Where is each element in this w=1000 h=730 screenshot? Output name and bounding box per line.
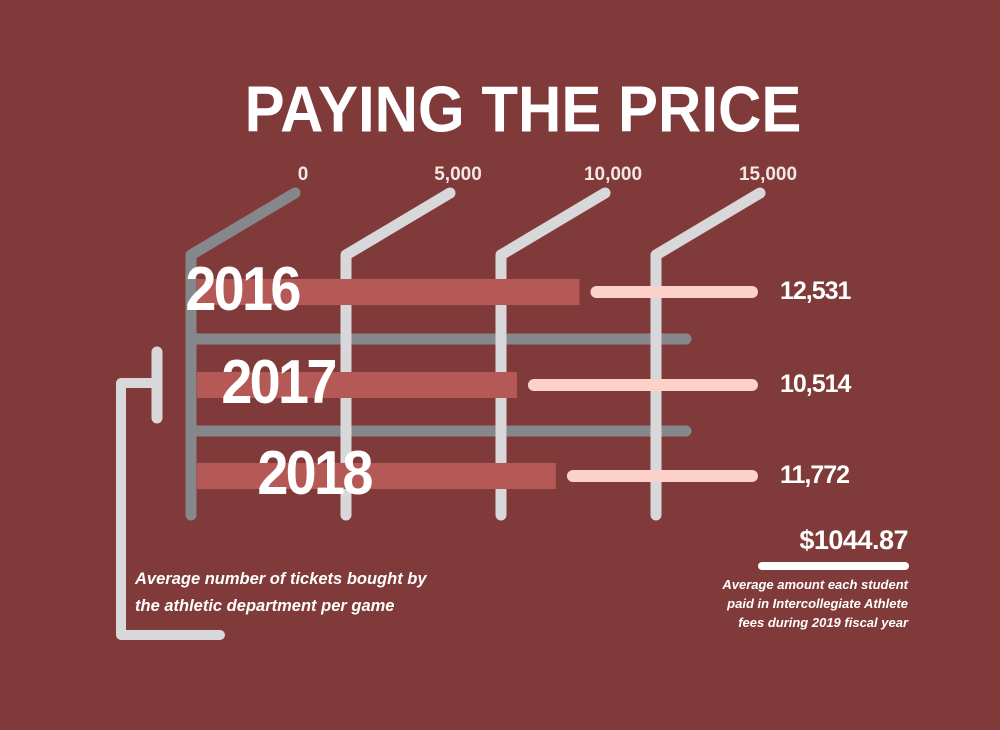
bracket-line (116, 378, 225, 640)
fee-caption-line-3: fees during 2019 fiscal year (738, 615, 908, 630)
chart-caption: Average number of tickets bought by the … (135, 566, 465, 620)
chart-caption-line-2: the athletic department per game (135, 597, 395, 615)
gridline (650, 187, 766, 521)
y-axis-line (185, 187, 301, 521)
fee-amount: $1044.87 (799, 525, 908, 555)
value-label: 12,531 (780, 277, 851, 305)
year-label: 2018 (257, 439, 373, 508)
gridline (340, 187, 456, 521)
year-label: 2016 (185, 255, 301, 324)
bar (197, 372, 517, 398)
chart-title: PAYING THE PRICE (244, 73, 802, 146)
fee-caption-line-2: paid in Intercollegiate Athlete (727, 596, 908, 611)
x-tick-label: 10,000 (583, 164, 643, 185)
bar (197, 279, 580, 305)
value-label: 11,772 (780, 461, 850, 489)
bar (197, 463, 556, 489)
gridline (495, 187, 611, 521)
value-label: 10,514 (780, 370, 851, 398)
fee-caption-line-1: Average amount each student (722, 577, 908, 592)
year-label: 2017 (221, 348, 337, 417)
x-tick-label: 0 (297, 164, 309, 185)
x-tick-label: 15,000 (738, 164, 798, 185)
x-tick-label: 5,000 (434, 164, 482, 185)
chart-caption-line-1: Average number of tickets bought by (135, 570, 427, 588)
fee-caption: Average amount each student paid in Inte… (660, 575, 908, 632)
